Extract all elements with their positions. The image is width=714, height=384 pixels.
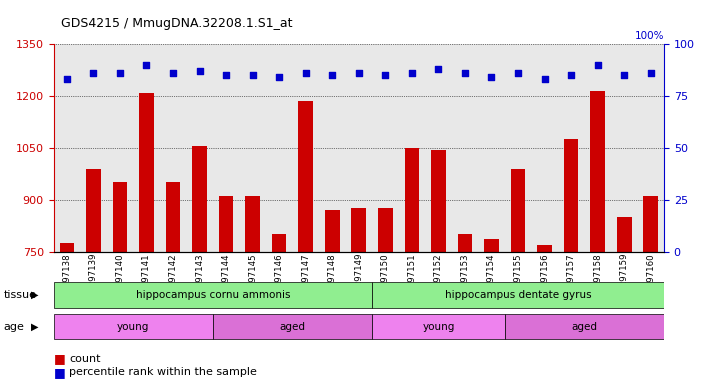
Text: percentile rank within the sample: percentile rank within the sample [69, 367, 257, 377]
Point [247, 72, 258, 78]
Bar [564, 139, 578, 252]
Bar [617, 217, 631, 252]
Bar [54, 314, 213, 339]
Text: young: young [422, 321, 455, 332]
Text: young: young [117, 321, 149, 332]
Bar [139, 93, 154, 252]
Point [486, 74, 497, 80]
Bar [113, 182, 127, 252]
Bar [218, 196, 233, 252]
Point [380, 72, 391, 78]
Bar [213, 314, 372, 339]
Text: aged: aged [571, 321, 598, 332]
Text: hippocampus dentate gyrus: hippocampus dentate gyrus [445, 290, 591, 300]
Text: ■: ■ [54, 366, 65, 379]
Text: age: age [4, 321, 24, 332]
Point [618, 72, 630, 78]
Bar [511, 169, 526, 252]
Bar [458, 234, 472, 252]
Bar [505, 314, 664, 339]
Bar [192, 146, 207, 252]
Bar [54, 283, 372, 308]
Point [114, 70, 126, 76]
Bar [405, 148, 419, 252]
Bar [372, 283, 664, 308]
Point [513, 70, 524, 76]
Text: aged: aged [279, 321, 306, 332]
Bar [246, 196, 260, 252]
Text: ■: ■ [54, 353, 65, 366]
Point [539, 76, 550, 83]
Point [406, 70, 418, 76]
Bar [431, 149, 446, 252]
Text: tissue: tissue [4, 290, 36, 300]
Point [221, 72, 232, 78]
Point [565, 72, 577, 78]
Point [645, 70, 656, 76]
Point [141, 62, 152, 68]
Bar [351, 208, 366, 252]
Point [592, 62, 603, 68]
Text: GDS4215 / MmugDNA.32208.1.S1_at: GDS4215 / MmugDNA.32208.1.S1_at [61, 17, 292, 30]
Bar [325, 210, 340, 252]
Text: hippocampus cornu ammonis: hippocampus cornu ammonis [136, 290, 290, 300]
Bar [59, 243, 74, 252]
Point [88, 70, 99, 76]
Text: ▶: ▶ [31, 290, 38, 300]
Bar [484, 240, 499, 252]
Point [459, 70, 471, 76]
Point [61, 76, 73, 83]
Point [300, 70, 311, 76]
Point [273, 74, 285, 80]
Bar [298, 101, 313, 252]
Text: count: count [69, 354, 101, 364]
Bar [590, 91, 605, 252]
Bar [378, 208, 393, 252]
Text: ▶: ▶ [31, 321, 38, 332]
Bar [272, 234, 286, 252]
Text: 100%: 100% [635, 31, 664, 41]
Bar [643, 196, 658, 252]
Point [167, 70, 178, 76]
Point [433, 66, 444, 72]
Bar [537, 245, 552, 252]
Bar [166, 182, 181, 252]
Point [353, 70, 365, 76]
Point [326, 72, 338, 78]
Bar [372, 314, 505, 339]
Bar [86, 169, 101, 252]
Point [193, 68, 205, 74]
